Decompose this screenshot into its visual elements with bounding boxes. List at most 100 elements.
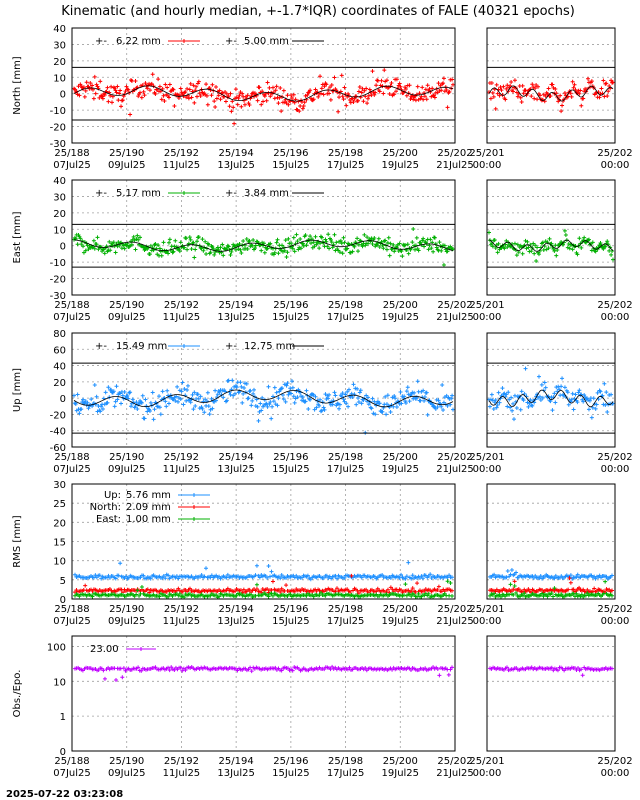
data-point [506,390,511,395]
data-point [445,403,450,408]
data-point [516,586,521,591]
data-point [204,251,209,256]
data-point [514,253,519,258]
data-point [172,668,177,673]
data-point [187,87,192,92]
data-point [185,387,190,392]
data-point [254,587,259,592]
data-point [355,236,360,241]
data-point [584,240,589,245]
data-point [495,402,500,407]
data-point [359,575,364,580]
x_main-xtick-bottom: 21Jul25 [436,160,474,171]
data-point [118,88,123,93]
x_zoom-xtick-top: 25/202 [597,300,632,311]
data-point [272,385,277,390]
data-point [405,385,410,390]
legend-value: 5.17 mm [116,188,161,199]
data-point [511,592,516,597]
data-point [333,393,338,398]
data-point [301,244,306,249]
data-point [298,103,303,108]
data-point [265,404,270,409]
data-point [276,101,281,106]
data-point [581,399,586,404]
data-point [367,87,372,92]
data-point [519,100,524,105]
data-point [601,402,606,407]
data-point [102,251,107,256]
data-point [126,87,131,92]
data-point [189,246,194,251]
data-point [153,241,158,246]
data-point [281,397,286,402]
data-point [351,382,356,387]
data-point [259,248,264,253]
data-point [283,238,288,243]
data-point [420,238,425,243]
data-point [182,245,187,250]
data-point [587,85,592,90]
data-point [197,91,202,96]
data-point [575,252,580,257]
data-point [186,96,191,101]
data-point [313,394,318,399]
data-point [308,241,313,246]
data-point [394,404,399,409]
data-point [346,404,351,409]
data-point [165,85,170,90]
data-point [228,252,233,257]
data-point [204,82,209,87]
data-point [161,573,166,578]
data-point [235,102,240,107]
data-point [441,408,446,413]
data-point [494,405,499,410]
x_zoom-xtick-top: 25/201 [469,452,504,463]
ytick-label: 40 [53,24,66,35]
x_zoom-xtick-top: 25/201 [469,148,504,159]
data-point [346,387,351,392]
data-point [286,236,291,241]
x_main-xtick-bottom: 15Jul25 [272,464,310,475]
data-point [428,572,433,577]
data-point [528,397,533,402]
data-point [593,576,598,581]
data-point [538,398,543,403]
data-point [221,253,226,258]
data-point [278,589,283,594]
data-point [366,93,371,98]
data-point [188,400,193,405]
data-point [228,91,233,96]
data-point [579,592,584,597]
legend-pm: +- [225,341,237,352]
data-point [246,396,251,401]
data-point [555,668,560,673]
data-point [176,399,181,404]
data-point [319,235,324,240]
ytick-label: 10 [53,557,66,568]
data-point [286,392,291,397]
x_main-xtick-bottom: 09Jul25 [108,464,146,475]
data-point [147,590,152,595]
data-point [147,88,152,93]
data-point [502,246,507,251]
data-point [592,586,597,591]
x_main-xtick-top: 25/196 [273,452,308,463]
legend-value: 6.22 mm [116,36,161,47]
data-point [551,594,556,599]
data-point [109,84,114,89]
data-point [302,100,307,105]
data-point [491,406,496,411]
data-point [337,406,342,411]
data-point [106,385,111,390]
data-point [587,398,592,403]
data-point [156,243,161,248]
data-point [318,397,323,402]
data-point [213,104,218,109]
data-point [210,82,215,87]
data-point [261,241,266,246]
data-point [233,247,238,252]
data-point [343,392,348,397]
x_main-xtick-top: 25/190 [109,300,144,311]
legend-name: Up: [104,490,121,501]
